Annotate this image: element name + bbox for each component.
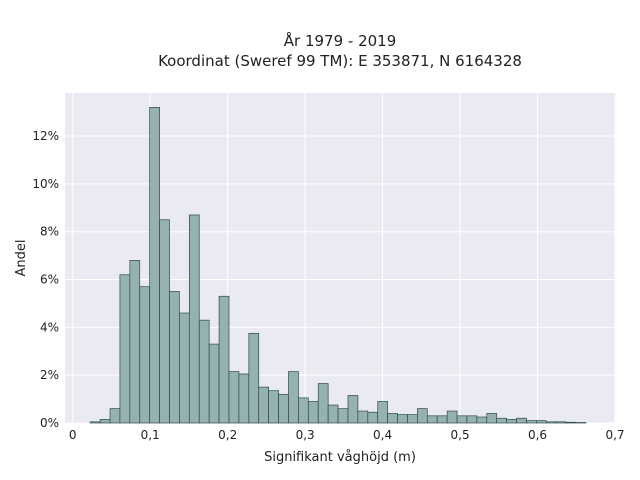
y-tick-label: 4% [40,320,59,334]
x-tick-label: 0,1 [141,428,160,442]
histogram-bar [377,401,388,424]
histogram-bar [357,410,369,424]
x-tick-label: 0,7 [605,428,624,442]
histogram-bar [129,260,141,424]
histogram-bar [119,274,131,424]
histogram-bar [238,373,250,424]
chart-subtitle: Koordinat (Sweref 99 TM): E 353871, N 61… [158,52,522,70]
x-tick-label: 0,3 [296,428,315,442]
chart-title: År 1979 - 2019 [284,31,397,50]
x-tick-label: 0 [69,428,77,442]
histogram-bar [169,291,180,424]
histogram-bar [198,319,210,424]
histogram-bar [218,295,230,424]
histogram-bar [436,415,448,424]
histogram-bar [327,404,339,424]
histogram-bar [367,411,379,424]
y-tick-label: 10% [32,177,59,191]
histogram-bar [565,421,577,424]
x-tick-label: 0,5 [451,428,470,442]
histogram-bar [426,415,438,424]
histogram-bar [506,419,517,424]
histogram-bar [99,419,111,424]
y-tick-label: 0% [40,416,59,430]
histogram-bar [397,414,408,424]
histogram-bar [417,408,428,424]
histogram-bar [536,420,547,424]
y-axis-ticks: 0% 2% 4% 6% 8% 10% 12% [32,129,59,430]
histogram-bar [456,415,468,424]
histogram-bars [89,106,587,424]
histogram-bar [466,415,478,424]
histogram-bar [268,390,279,424]
histogram-bar [188,214,200,424]
y-tick-label: 2% [40,368,59,382]
y-tick-label: 12% [32,129,59,143]
histogram-bar [288,371,299,424]
histogram-bar [486,413,498,424]
histogram-bar [109,408,121,424]
histogram-bar [446,410,458,424]
histogram-bar [139,286,151,424]
histogram-bar [476,416,488,424]
histogram-bar [496,417,507,424]
histogram-bar [407,414,418,424]
x-tick-label: 0,2 [218,428,237,442]
y-tick-label: 6% [40,273,59,287]
histogram-bar [337,408,349,424]
x-axis-ticks: 0 0,1 0,2 0,3 0,4 0,5 0,6 0,7 [69,428,625,442]
histogram-bar [545,421,557,424]
histogram-bar [516,417,527,424]
histogram-bar [248,332,260,424]
y-tick-label: 8% [40,225,59,239]
histogram-bar [298,397,309,424]
histogram-bar [89,421,101,424]
histogram-bar [307,401,319,424]
histogram-bar [258,386,270,424]
histogram-bar [159,219,170,424]
histogram-bar [179,312,190,424]
histogram-bar [228,371,240,424]
histogram-bar [347,395,359,424]
x-tick-label: 0,6 [528,428,547,442]
histogram-bar [387,413,398,424]
x-tick-label: 0,4 [373,428,392,442]
histogram-bar [317,383,329,424]
y-axis-label: Andel [14,240,29,277]
histogram-bar [208,343,220,424]
x-axis-label: Signifikant våghöjd (m) [264,450,416,465]
histogram-bar [149,106,160,424]
histogram-bar [555,421,567,424]
histogram-bar [526,420,537,424]
histogram-bar [278,393,289,424]
